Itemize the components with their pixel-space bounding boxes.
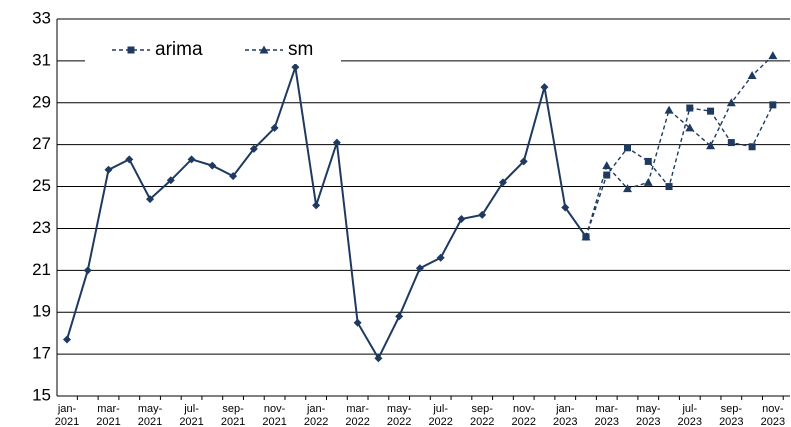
marker [457, 215, 466, 224]
marker [665, 183, 673, 191]
marker [104, 165, 113, 174]
marker [249, 144, 258, 153]
x-tick-label: sep-2023 [719, 403, 743, 427]
marker [187, 155, 196, 164]
y-tick-label: 21 [32, 260, 51, 279]
marker [291, 63, 300, 72]
marker [127, 46, 135, 54]
x-tick-label: jan-2021 [55, 403, 79, 427]
x-tick-label: jan-2022 [304, 403, 328, 427]
y-tick-label: 19 [32, 302, 51, 321]
marker [374, 354, 383, 363]
marker [229, 172, 238, 181]
marker [602, 161, 612, 170]
marker [63, 335, 71, 344]
y-tick-label: 29 [32, 92, 51, 111]
x-tick-label: mar-2021 [96, 403, 120, 427]
marker [436, 253, 445, 262]
marker [727, 139, 735, 147]
marker [768, 51, 778, 60]
marker [707, 107, 715, 115]
x-tick-label: may-2023 [636, 403, 661, 427]
marker [332, 138, 341, 147]
marker [498, 178, 507, 187]
x-tick-label: may-2021 [138, 403, 163, 427]
marker [685, 123, 695, 132]
x-tick-label: jul-2023 [678, 403, 702, 427]
marker [624, 144, 632, 152]
marker [643, 177, 653, 186]
marker [125, 155, 134, 164]
marker [706, 141, 716, 150]
x-tick-label: may-2022 [387, 403, 412, 427]
marker [747, 71, 757, 80]
marker [561, 203, 570, 212]
y-tick-label: 15 [32, 385, 51, 404]
x-tick-label: jul-2022 [428, 403, 452, 427]
x-tick-label: nov-2022 [511, 403, 535, 427]
y-tick-label: 25 [32, 176, 51, 195]
x-tick-label: sep-2022 [470, 403, 494, 427]
y-tick-label: 31 [32, 50, 51, 69]
marker [581, 232, 591, 241]
legend-label: sm [288, 39, 313, 60]
series-line [66, 66, 587, 361]
marker [415, 264, 424, 273]
marker [726, 98, 736, 107]
marker [686, 104, 694, 112]
x-tick-label: jul-2021 [179, 403, 203, 427]
x-tick-label: nov-2023 [761, 403, 785, 427]
x-tick-label: jan-2023 [553, 403, 577, 427]
y-tick-label: 17 [32, 344, 51, 363]
marker [146, 195, 155, 204]
y-tick-label: 27 [32, 134, 51, 153]
series-line [585, 104, 774, 238]
y-tick-label: 23 [32, 218, 51, 237]
marker [259, 45, 269, 54]
marker [312, 201, 321, 210]
x-tick-label: mar-2023 [595, 403, 619, 427]
x-tick-label: sep-2021 [221, 403, 245, 427]
x-tick-label: mar-2022 [345, 403, 369, 427]
marker [644, 157, 652, 165]
marker [395, 312, 404, 321]
marker [664, 105, 674, 114]
marker [748, 143, 756, 151]
x-tick-label: nov-2021 [262, 403, 286, 427]
marker [270, 123, 279, 132]
marker [603, 171, 611, 179]
y-tick-label: 33 [32, 8, 51, 27]
legend-label: arima [155, 39, 203, 60]
marker [519, 157, 528, 166]
marker [208, 161, 217, 170]
marker [540, 83, 549, 92]
marker [623, 184, 633, 193]
marker [769, 101, 777, 109]
marker [83, 266, 92, 275]
marker [166, 176, 175, 185]
marker [478, 210, 487, 219]
marker [353, 318, 362, 327]
